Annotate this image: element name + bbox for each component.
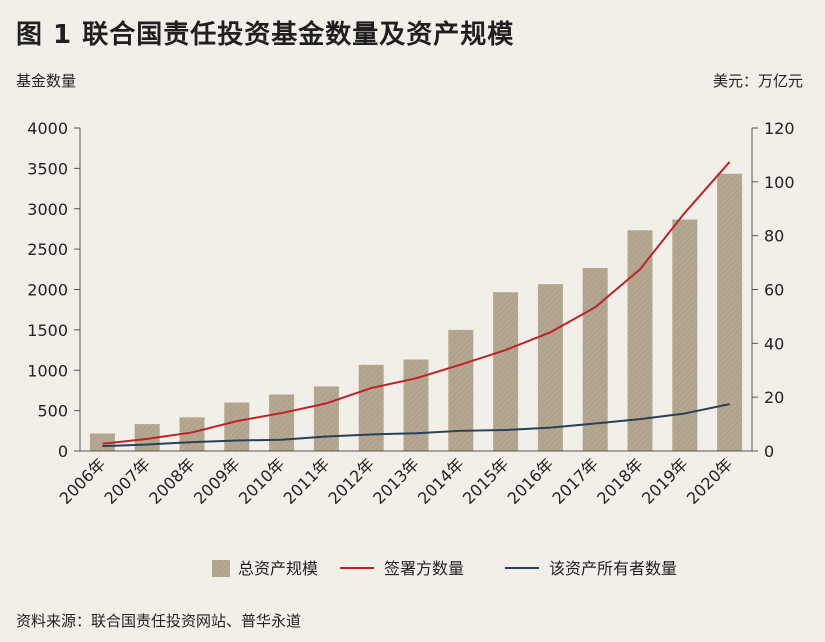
- right-axis-tick-label: 40: [764, 334, 784, 353]
- left-axis-tick-label: 0: [58, 442, 68, 461]
- x-axis-tick-label: 2011年: [280, 454, 334, 508]
- asset-bar: [717, 173, 743, 451]
- legend: 总资产规模 签署方数量 该资产所有者数量: [212, 559, 677, 578]
- asset-bar: [403, 359, 429, 451]
- lines-layer: [102, 161, 731, 448]
- right-axis-tick-label: 60: [764, 281, 784, 300]
- chart-title: 图 1 联合国责任投资基金数量及资产规模: [16, 20, 515, 50]
- x-axis-tick-label: 2012年: [324, 454, 378, 508]
- x-axis-tick-label: 2008年: [145, 454, 199, 508]
- x-axis-tick-label: 2017年: [548, 454, 602, 508]
- left-axis-tick-label: 3000: [27, 200, 68, 219]
- asset-bar: [493, 292, 519, 451]
- legend-label: 签署方数量: [384, 559, 464, 578]
- x-axis-tick-label: 2020年: [683, 454, 737, 508]
- x-axis-tick-label: 2016年: [504, 454, 558, 508]
- left-axis-tick-label: 4000: [27, 119, 68, 138]
- asset-bar: [582, 267, 608, 451]
- x-axis-tick-label: 2015年: [459, 454, 513, 508]
- right-axis-tick-label: 0: [764, 442, 774, 461]
- x-axis-tick-label: 2019年: [638, 454, 692, 508]
- legend-swatch: [212, 560, 230, 577]
- right-axis-tick-label: 20: [764, 388, 784, 407]
- asset-bar: [269, 394, 295, 451]
- legend-label: 该资产所有者数量: [549, 559, 677, 578]
- asset-bar: [627, 230, 653, 451]
- signatories-line: [102, 161, 731, 445]
- asset-bar: [672, 219, 698, 451]
- asset-bar: [313, 386, 339, 451]
- x-axis-tick-label: 2006年: [56, 454, 110, 508]
- left-axis-tick-label: 2000: [27, 281, 68, 300]
- legend-item-assets: 总资产规模: [212, 559, 318, 578]
- left-axis-tick-label: 500: [37, 402, 68, 421]
- x-axis-tick-label: 2010年: [235, 454, 289, 508]
- x-axis-tick-label: 2009年: [190, 454, 244, 508]
- asset-bar: [358, 364, 384, 451]
- asset-bar: [537, 284, 563, 451]
- asset-bar: [448, 329, 474, 451]
- right-axis-tick-label: 100: [764, 173, 795, 192]
- left-axis-tick-label: 1500: [27, 321, 68, 340]
- x-axis-tick-label: 2014年: [414, 454, 468, 508]
- x-axis-tick-label: 2013年: [369, 454, 423, 508]
- left-axis-tick-label: 2500: [27, 240, 68, 259]
- legend-item-asset-owners: 该资产所有者数量: [505, 559, 677, 578]
- bars-layer: [89, 173, 743, 451]
- x-axis-tick-label: 2007年: [100, 454, 154, 508]
- left-axis-tick-label: 3500: [27, 159, 68, 178]
- asset-bar: [224, 402, 250, 451]
- legend-label: 总资产规模: [238, 559, 318, 578]
- source-note: 资料来源：联合国责任投资网站、普华永道: [16, 612, 302, 630]
- right-axis-tick-label: 120: [764, 119, 795, 138]
- left-axis-tick-label: 1000: [27, 361, 68, 380]
- x-axis-tick-label: 2018年: [593, 454, 647, 508]
- left-axis-title: 基金数量: [16, 72, 77, 90]
- right-axis-title: 美元：万亿元: [712, 72, 803, 90]
- right-axis-tick-label: 80: [764, 227, 784, 246]
- legend-item-signatories: 签署方数量: [340, 559, 464, 578]
- asset-owners-line: [102, 403, 730, 448]
